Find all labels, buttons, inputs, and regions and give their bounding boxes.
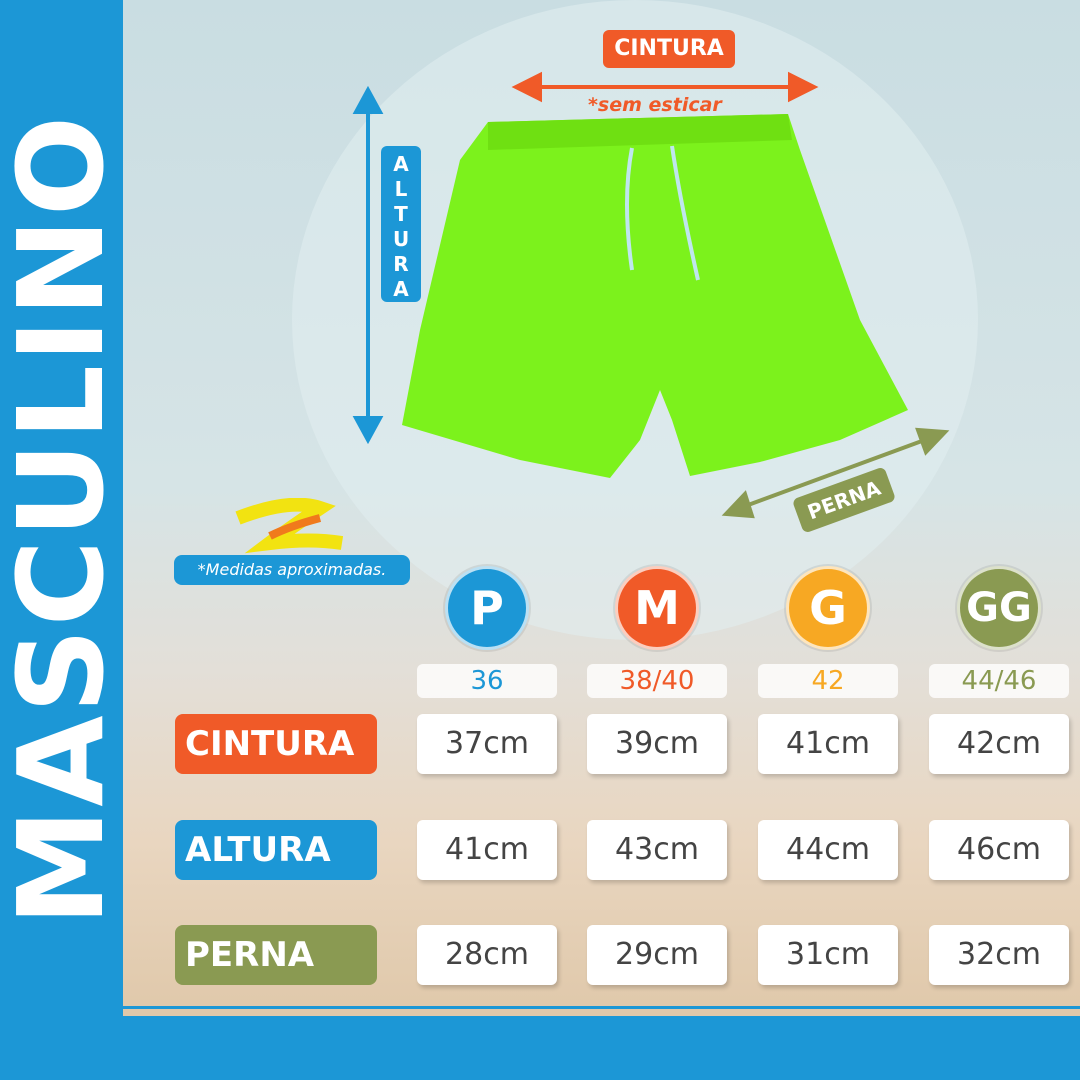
size-number: 42 [758,664,898,698]
cintura-label: CINTURA [603,30,735,68]
sem-esticar-note: *sem esticar [588,94,722,116]
table-cell: 37cm [417,714,557,774]
table-cell: 28cm [417,925,557,985]
perna-arrow [721,427,950,519]
approximate-note: *Medidas aproximadas. [174,555,410,585]
row-label: CINTURA [175,714,377,774]
altura-arrow [352,85,384,445]
size-number: 38/40 [587,664,727,698]
row-label: ALTURA [175,820,377,880]
table-cell: 31cm [758,925,898,985]
left-banner: MASCULINO [0,0,130,1080]
altura-label: ALTURA [381,146,421,302]
bottom-banner [123,1016,1080,1080]
table-cell: 46cm [929,820,1069,880]
divider [123,1006,1080,1009]
shorts-image [402,114,908,478]
row-label: PERNA [175,925,377,985]
cintura-arrow [511,71,819,103]
size-badge: M [615,566,699,650]
table-cell: 44cm [758,820,898,880]
measure-arrows [352,71,950,519]
table-cell: 32cm [929,925,1069,985]
size-number: 36 [417,664,557,698]
table-cell: 42cm [929,714,1069,774]
table-cell: 29cm [587,925,727,985]
table-cell: 39cm [587,714,727,774]
table-cell: 41cm [417,820,557,880]
size-number: 44/46 [929,664,1069,698]
size-badge: G [786,566,870,650]
table-cell: 41cm [758,714,898,774]
table-cell: 43cm [587,820,727,880]
measuring-tape-icon [235,498,344,554]
size-badge: GG [957,566,1041,650]
size-badge: P [445,566,529,650]
